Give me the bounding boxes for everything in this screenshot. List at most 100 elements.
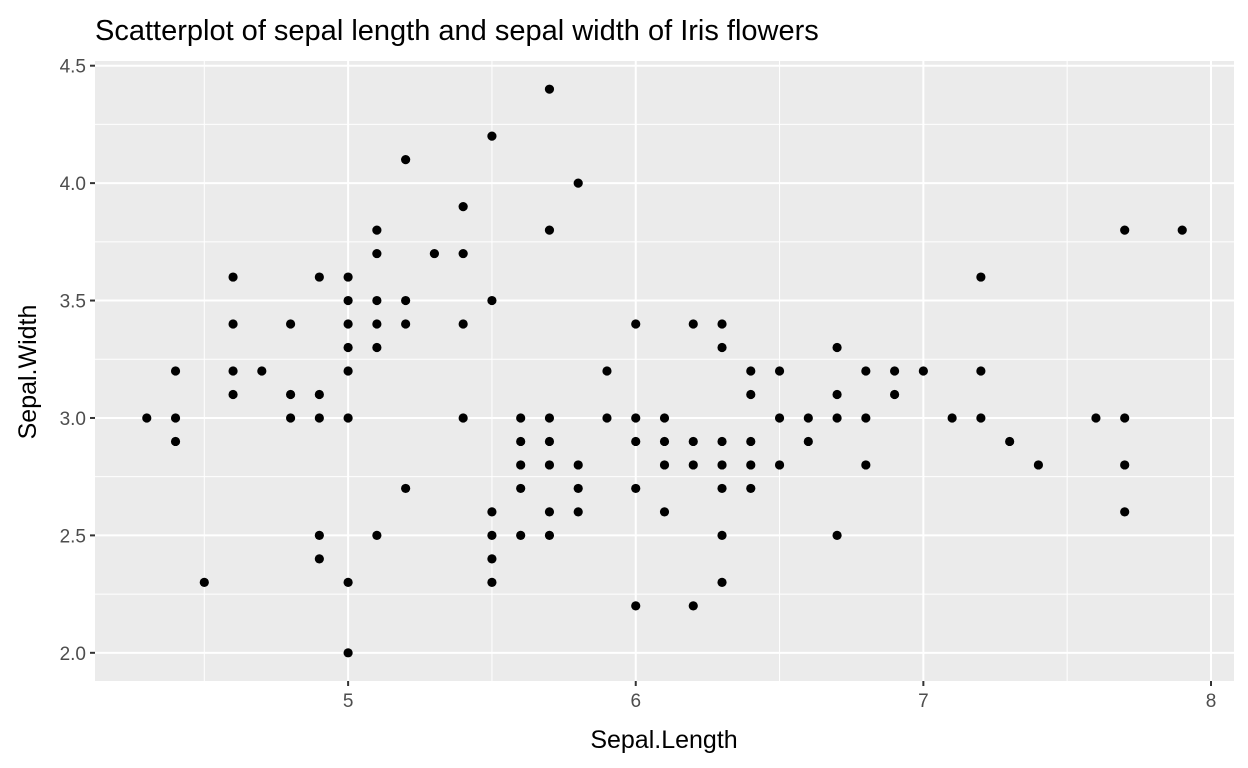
data-point [746, 366, 756, 376]
data-point [544, 460, 555, 470]
x-tick-label: 8 [1206, 691, 1217, 712]
data-point [659, 436, 670, 447]
data-point [372, 225, 382, 235]
data-point [544, 413, 555, 423]
y-tick-label: 2.0 [60, 644, 86, 665]
data-point [401, 155, 411, 165]
data-point [774, 413, 785, 423]
data-point [257, 366, 267, 376]
data-point [918, 366, 928, 376]
data-point [688, 319, 698, 329]
chart-title: Scatterplot of sepal length and sepal wi… [95, 15, 819, 47]
data-point [544, 225, 555, 235]
data-point [717, 577, 727, 587]
data-point [631, 601, 641, 611]
data-point [343, 366, 353, 376]
data-point [170, 366, 181, 376]
x-tick-label: 5 [343, 691, 354, 712]
data-point [401, 295, 411, 306]
data-point [832, 389, 842, 400]
data-point [631, 483, 641, 494]
data-point [372, 530, 382, 540]
data-point [228, 272, 238, 282]
data-point [803, 436, 813, 447]
data-point [774, 460, 785, 470]
data-point [890, 389, 900, 400]
data-point [688, 436, 698, 447]
data-point [429, 248, 439, 259]
data-point [458, 319, 468, 329]
data-point [890, 366, 900, 376]
data-point [372, 248, 382, 259]
data-point [343, 577, 353, 587]
data-point [544, 507, 555, 517]
y-tick-label: 3.0 [60, 409, 86, 430]
data-point [544, 84, 555, 94]
data-point [401, 319, 411, 329]
data-point [343, 648, 353, 658]
x-tick-label: 7 [918, 691, 929, 712]
data-point [487, 131, 497, 141]
data-point [544, 530, 555, 540]
data-point [861, 413, 871, 423]
data-point [717, 342, 727, 353]
data-point [458, 413, 468, 423]
data-point [487, 530, 497, 540]
data-point [285, 319, 296, 329]
data-point [688, 460, 698, 470]
data-point [631, 413, 641, 423]
data-point [774, 366, 785, 376]
data-point [717, 530, 727, 540]
data-point [343, 413, 353, 423]
data-point [487, 507, 497, 517]
data-point [458, 248, 468, 259]
data-point [717, 483, 727, 494]
data-point [573, 483, 583, 494]
data-point [746, 436, 756, 447]
data-point [1033, 460, 1044, 470]
data-point [1120, 225, 1130, 235]
y-axis-title: Sepal.Width [14, 305, 42, 440]
data-point [314, 389, 324, 400]
data-point [170, 436, 181, 447]
data-point [343, 295, 353, 306]
data-point [314, 530, 324, 540]
data-point [631, 436, 641, 447]
data-point [861, 460, 871, 470]
data-point [516, 530, 526, 540]
y-tick-label: 4.0 [60, 174, 86, 195]
data-point [228, 366, 238, 376]
data-point [199, 577, 209, 587]
data-point [602, 413, 612, 423]
data-point [285, 413, 296, 423]
data-point [976, 272, 986, 282]
data-point [314, 272, 324, 282]
data-point [602, 366, 612, 376]
data-point [861, 366, 871, 376]
data-point [832, 413, 842, 423]
y-tick-label: 4.5 [60, 57, 86, 78]
data-point [1120, 413, 1130, 423]
data-point [746, 460, 756, 470]
data-point [1005, 436, 1015, 447]
data-point [142, 413, 152, 423]
data-point [659, 507, 670, 517]
y-tick-label: 2.5 [60, 526, 86, 547]
data-point [659, 413, 670, 423]
data-point [487, 577, 497, 587]
data-point [573, 507, 583, 517]
data-point [372, 295, 382, 306]
data-point [458, 202, 468, 212]
data-point [631, 319, 641, 329]
data-point [314, 554, 324, 564]
data-point [170, 413, 181, 423]
data-point [343, 342, 353, 353]
data-point [228, 319, 238, 329]
data-point [1120, 507, 1130, 517]
data-point [717, 319, 727, 329]
data-point [343, 319, 353, 329]
data-point [228, 389, 238, 400]
data-points [142, 84, 1187, 658]
data-point [947, 413, 957, 423]
